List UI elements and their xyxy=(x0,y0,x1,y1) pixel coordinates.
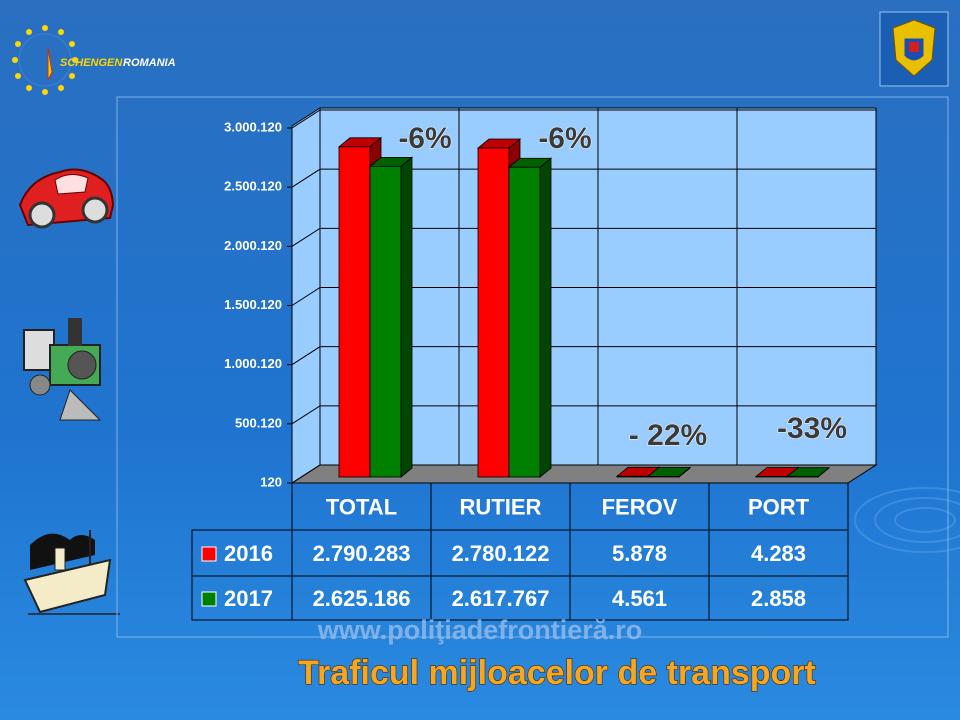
bar-side xyxy=(400,156,413,478)
bar-side xyxy=(539,157,552,478)
ship-icon xyxy=(23,530,120,615)
grid-line xyxy=(291,227,876,247)
grid-line xyxy=(291,109,876,129)
data-label: 4.283 xyxy=(751,541,806,566)
logo-text: ROMANIA xyxy=(123,57,176,69)
data-label: 2.617.767 xyxy=(452,586,550,611)
annotation: - 22% xyxy=(629,419,707,452)
y-tick-label: 1.000.120 xyxy=(224,356,282,371)
data-label: 2.625.186 xyxy=(313,586,411,611)
data-label: 5.878 xyxy=(612,541,667,566)
legend-swatch xyxy=(201,591,217,607)
legend-label: 2016 xyxy=(224,541,273,566)
x-tick-label: FEROV xyxy=(602,494,678,519)
bar xyxy=(369,165,402,478)
annotation: -33% xyxy=(777,412,847,445)
y-tick-label: 3.000.120 xyxy=(224,119,282,134)
annotation: -6% xyxy=(538,122,591,155)
bar xyxy=(477,147,510,478)
data-label: 2.780.122 xyxy=(452,541,550,566)
x-tick-label: TOTAL xyxy=(326,494,397,519)
data-label: 4.561 xyxy=(612,586,667,611)
coat-of-arms xyxy=(879,11,949,87)
legend-swatch xyxy=(201,546,217,562)
y-tick-label: 1.500.120 xyxy=(224,297,282,312)
grid-line xyxy=(291,287,876,306)
plot-area: 120 500.120 1.000.120 1.500.120 2.000.120 2.5… xyxy=(191,107,878,621)
grid-line xyxy=(291,464,876,484)
y-tick-label: 500.120 xyxy=(235,415,282,430)
chart-title: Traficul mijloacelor de transport xyxy=(298,654,816,692)
x-tick-label: RUTIER xyxy=(460,494,542,519)
y-tick-label: 2.500.120 xyxy=(224,179,282,194)
y-tick-label: 120 xyxy=(260,474,282,489)
legend-label: 2017 xyxy=(224,586,273,611)
annotation: -6% xyxy=(398,122,451,155)
side-wall xyxy=(291,107,321,484)
bar xyxy=(508,166,541,478)
ripples xyxy=(854,487,960,553)
logo-text: SCHENGEN xyxy=(60,57,123,69)
grid-line xyxy=(291,405,876,425)
x-tick-label: PORT xyxy=(748,494,810,519)
y-tick-label: 2.000.120 xyxy=(224,238,282,253)
watermark: www.poliţiadefrontieră.ro xyxy=(317,615,643,645)
car-icon xyxy=(18,168,115,229)
schengen-logo: SCHENGEN ROMANIA xyxy=(12,25,176,95)
train-icon xyxy=(23,318,102,421)
bar xyxy=(616,475,649,478)
grid-line xyxy=(291,346,876,366)
bar xyxy=(647,476,680,478)
bar xyxy=(338,146,371,478)
chart-frame xyxy=(116,96,949,638)
grid-line xyxy=(291,168,876,188)
data-label: 2.790.283 xyxy=(313,541,411,566)
data-label: 2.858 xyxy=(751,586,806,611)
